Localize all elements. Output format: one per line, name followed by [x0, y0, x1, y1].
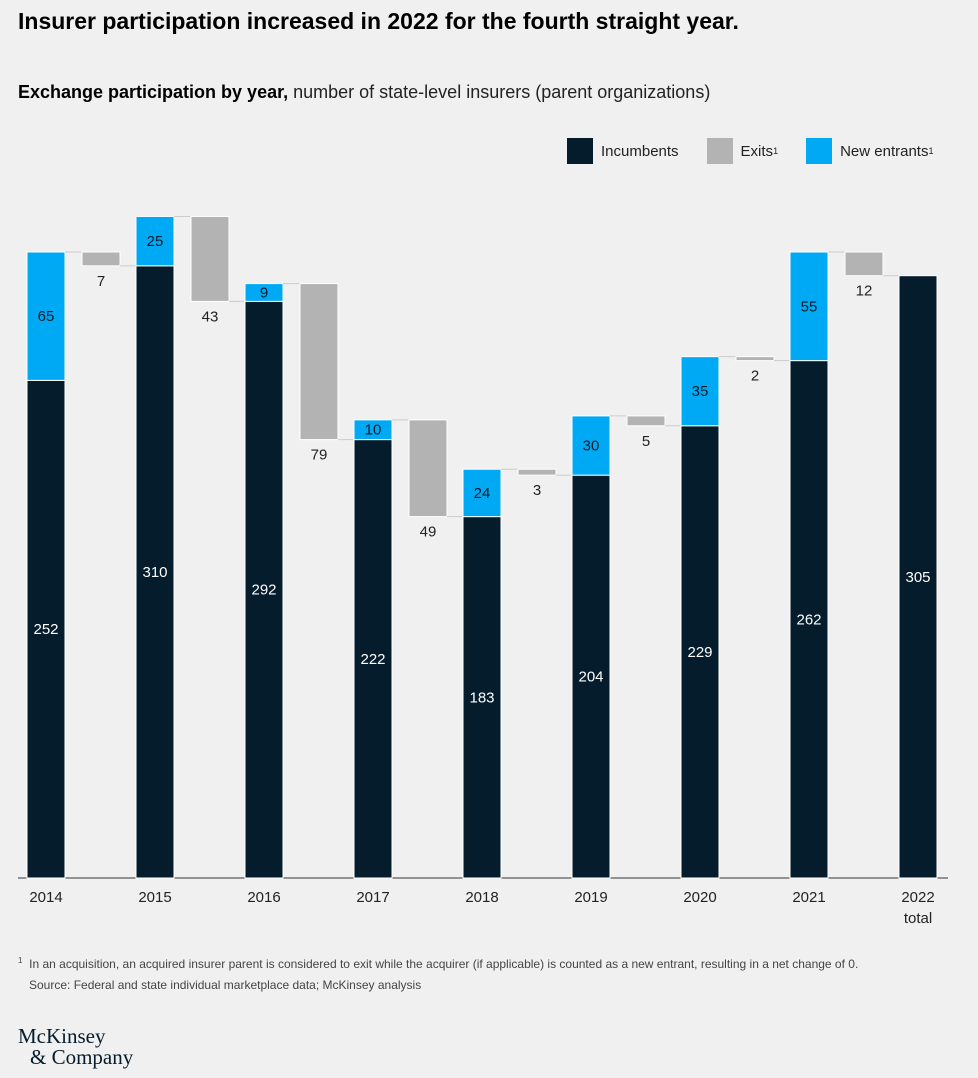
x-tick-label: 2015 [138, 889, 171, 906]
legend-swatch [567, 138, 593, 164]
incumbents-label: 204 [578, 669, 603, 686]
subtitle-bold: Exchange participation by year, [18, 82, 289, 102]
incumbents-bar [353, 439, 393, 879]
incumbents-label: 262 [796, 611, 821, 628]
footnote-mark: 1 [18, 956, 23, 965]
x-tick-label: 2016 [247, 889, 280, 906]
new-entrants-label: 55 [801, 298, 818, 315]
source: Source: Federal and state individual mar… [29, 978, 422, 992]
new-entrants-bar [462, 468, 502, 518]
incumbents-label: 222 [360, 651, 385, 668]
x-tick-label: 2017 [356, 889, 389, 906]
new-entrants-label: 65 [38, 308, 55, 325]
exits-label: 7 [97, 273, 105, 290]
footnote: 1 In an acquisition, an acquired insurer… [18, 956, 858, 971]
legend-incumbents: Incumbents [567, 138, 679, 164]
legend-new-entrants: New entrants 1 [806, 138, 933, 164]
x-tick-label: 2020 [683, 889, 716, 906]
new-entrants-bar [135, 215, 175, 267]
logo-line2: & Company [30, 1045, 134, 1069]
new-entrants-label: 35 [692, 383, 709, 400]
legend: Incumbents Exits 1 New entrants 1 [567, 138, 961, 164]
new-entrants-bar [244, 283, 284, 302]
x-tick-label: 2021 [792, 889, 825, 906]
incumbents-label: 252 [33, 621, 58, 638]
x-tick-sublabel: total [904, 910, 932, 927]
legend-swatch [806, 138, 833, 164]
incumbents-label: 229 [687, 644, 712, 661]
chart-subtitle: Exchange participation by year, number o… [18, 82, 710, 103]
legend-label: Exits [740, 142, 774, 160]
exits-bar [626, 415, 666, 427]
footnote-text: In an acquisition, an acquired insurer p… [29, 957, 859, 971]
exits-bar [81, 251, 121, 267]
x-tick-label: 2018 [465, 889, 498, 906]
incumbents-bar [26, 379, 66, 879]
new-entrants-bar [571, 415, 611, 476]
incumbents-bar [462, 516, 502, 879]
legend-label: Incumbents [601, 142, 679, 160]
incumbents-label: 305 [905, 569, 930, 586]
exits-bar [408, 419, 448, 518]
x-tick-label: 2019 [574, 889, 607, 906]
incumbents-label: 183 [469, 689, 494, 706]
new-entrants-bar [789, 251, 829, 362]
exits-bar [735, 356, 775, 362]
exits-label: 49 [420, 524, 437, 541]
exits-label: 2 [751, 368, 759, 385]
subtitle-rest: number of state-level insurers (parent o… [288, 82, 711, 102]
incumbents-label: 292 [251, 582, 276, 599]
new-entrants-bar [26, 251, 66, 381]
chart-title: Insurer participation increased in 2022 … [18, 8, 739, 34]
exits-bar [844, 251, 884, 277]
new-entrants-label: 24 [474, 485, 491, 502]
exits-label: 5 [642, 433, 650, 450]
new-entrants-label: 9 [260, 284, 268, 301]
legend-exits: Exits 1 [706, 138, 779, 164]
exits-bar [299, 283, 339, 441]
exits-label: 3 [533, 482, 541, 499]
legend-sup: 1 [928, 146, 934, 156]
new-entrants-label: 30 [583, 438, 600, 455]
exits-bar [517, 468, 557, 476]
exits-label: 79 [311, 447, 328, 464]
incumbents-bar [680, 425, 720, 879]
legend-label: New entrants [840, 142, 929, 160]
logo-line1: McKinsey [18, 1024, 106, 1048]
exits-bar [190, 215, 230, 302]
new-entrants-label: 10 [365, 422, 382, 439]
incumbents-bar [898, 275, 938, 879]
x-tick-label: 2014 [29, 889, 62, 906]
incumbents-bar [789, 360, 829, 879]
x-tick-label: 2022 [901, 889, 934, 906]
incumbents-bar [571, 474, 611, 879]
incumbents-bar [244, 300, 284, 879]
mckinsey-logo: McKinsey & Company [18, 1026, 133, 1068]
waterfall-chart: 2522014657310201525432922016979222201710… [18, 215, 948, 927]
legend-sup: 1 [773, 146, 779, 156]
new-entrants-bar [680, 356, 720, 427]
new-entrants-label: 25 [147, 233, 164, 250]
new-entrants-bar [353, 419, 393, 441]
legend-swatch [706, 138, 733, 164]
exits-label: 43 [202, 308, 219, 325]
exits-label: 12 [856, 283, 873, 300]
incumbents-label: 310 [142, 564, 167, 581]
